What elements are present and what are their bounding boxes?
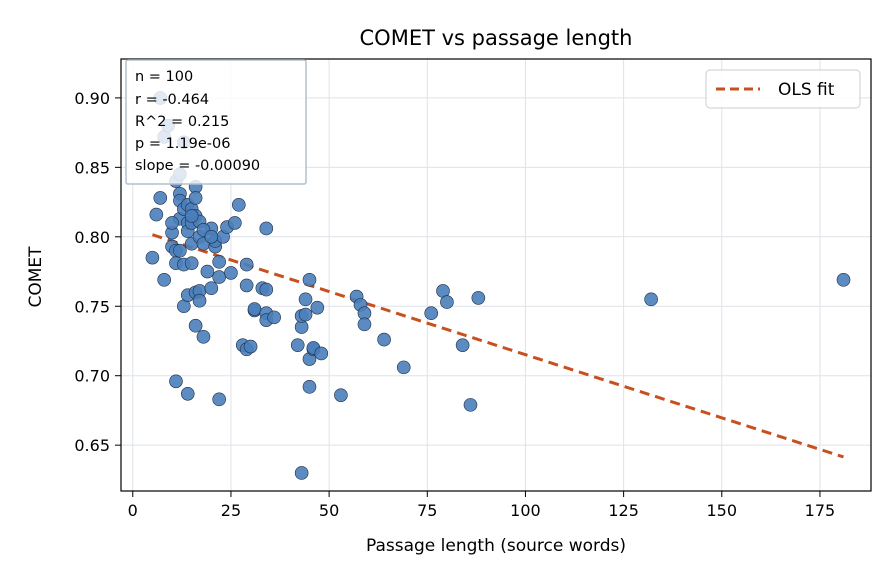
data-point [243,339,258,354]
data-point [298,307,313,322]
data-point [836,273,851,287]
data-point [334,388,348,402]
chart-title: COMET vs passage length [360,26,633,50]
y-tick-label: 0.70 [74,367,110,386]
data-point [267,310,281,325]
data-point [259,282,274,297]
legend-frame [705,69,861,109]
stats-r2: R^2 = 0.215 [135,114,229,130]
data-point [212,270,226,284]
data-point [294,466,309,480]
x-axis-label: Passage length (source words) [366,536,626,556]
data-point [377,332,391,347]
data-point [165,216,179,230]
fit-layer [151,233,844,459]
data-point [204,230,219,244]
ols-fit-line [151,233,844,459]
data-point [184,256,199,270]
stats-box-frame [125,59,307,185]
y-tick-label: 0.65 [74,436,110,455]
data-point [259,221,274,236]
stats-slope: slope = -0.00090 [135,158,260,174]
data-point [212,392,226,407]
plot-frame [120,58,872,492]
data-point [310,300,325,315]
data-point [247,302,262,316]
y-tick-label: 0.85 [74,158,110,177]
data-point [302,273,317,287]
data-point [184,209,199,223]
data-point [302,380,317,394]
data-point [290,338,305,352]
x-tick-label: 125 [608,501,639,520]
data-point [228,216,242,230]
data-point [188,318,203,333]
ticks: 0 25 50 75 100 125 150 175 0.65 0.70 0.75 0.80 0.85 0… [74,89,835,520]
data-point [188,191,203,205]
data-point [424,306,439,320]
data-point [463,398,478,412]
data-point [200,264,215,279]
data-point [298,292,313,307]
x-tick-label: 75 [417,501,437,520]
x-tick-label: 0 [128,501,138,520]
data-point [239,257,254,272]
stats-n: n = 100 [135,69,193,85]
data-point [314,346,329,361]
data-point [357,317,372,332]
data-point [232,198,246,212]
stats-r: r = -0.464 [135,92,209,108]
x-tick-label: 25 [221,501,241,520]
data-point [396,360,411,375]
x-tick-label: 100 [510,501,541,520]
y-axis-label: COMET [26,246,46,308]
data-point [212,255,226,269]
data-point [145,250,160,265]
data-point [440,295,454,309]
data-point [180,386,195,401]
x-tick-label: 150 [707,501,738,520]
legend-fit-label: OLS fit [778,80,835,100]
grid [121,59,871,491]
x-tick-label: 50 [319,501,339,520]
data-point [153,191,168,205]
stats-p: p = 1.19e-06 [135,136,230,152]
y-tick-label: 0.90 [74,89,110,108]
data-point [644,292,658,307]
data-point [239,278,254,293]
data-point [471,291,486,305]
y-tick-label: 0.75 [74,297,110,316]
data-point [173,243,187,258]
data-point [157,273,171,287]
data-point [169,374,183,389]
data-point [149,207,164,222]
data-point [196,330,211,344]
data-point [192,293,207,308]
data-point [455,338,470,352]
data-point [204,281,219,295]
x-tick-label: 175 [805,501,836,520]
stats-box: n = 100 r = -0.464 R^2 = 0.215 p = 1.19e… [125,59,307,185]
data-point [224,266,238,280]
y-tick-label: 0.80 [74,228,110,247]
legend: OLS fit [705,69,861,109]
